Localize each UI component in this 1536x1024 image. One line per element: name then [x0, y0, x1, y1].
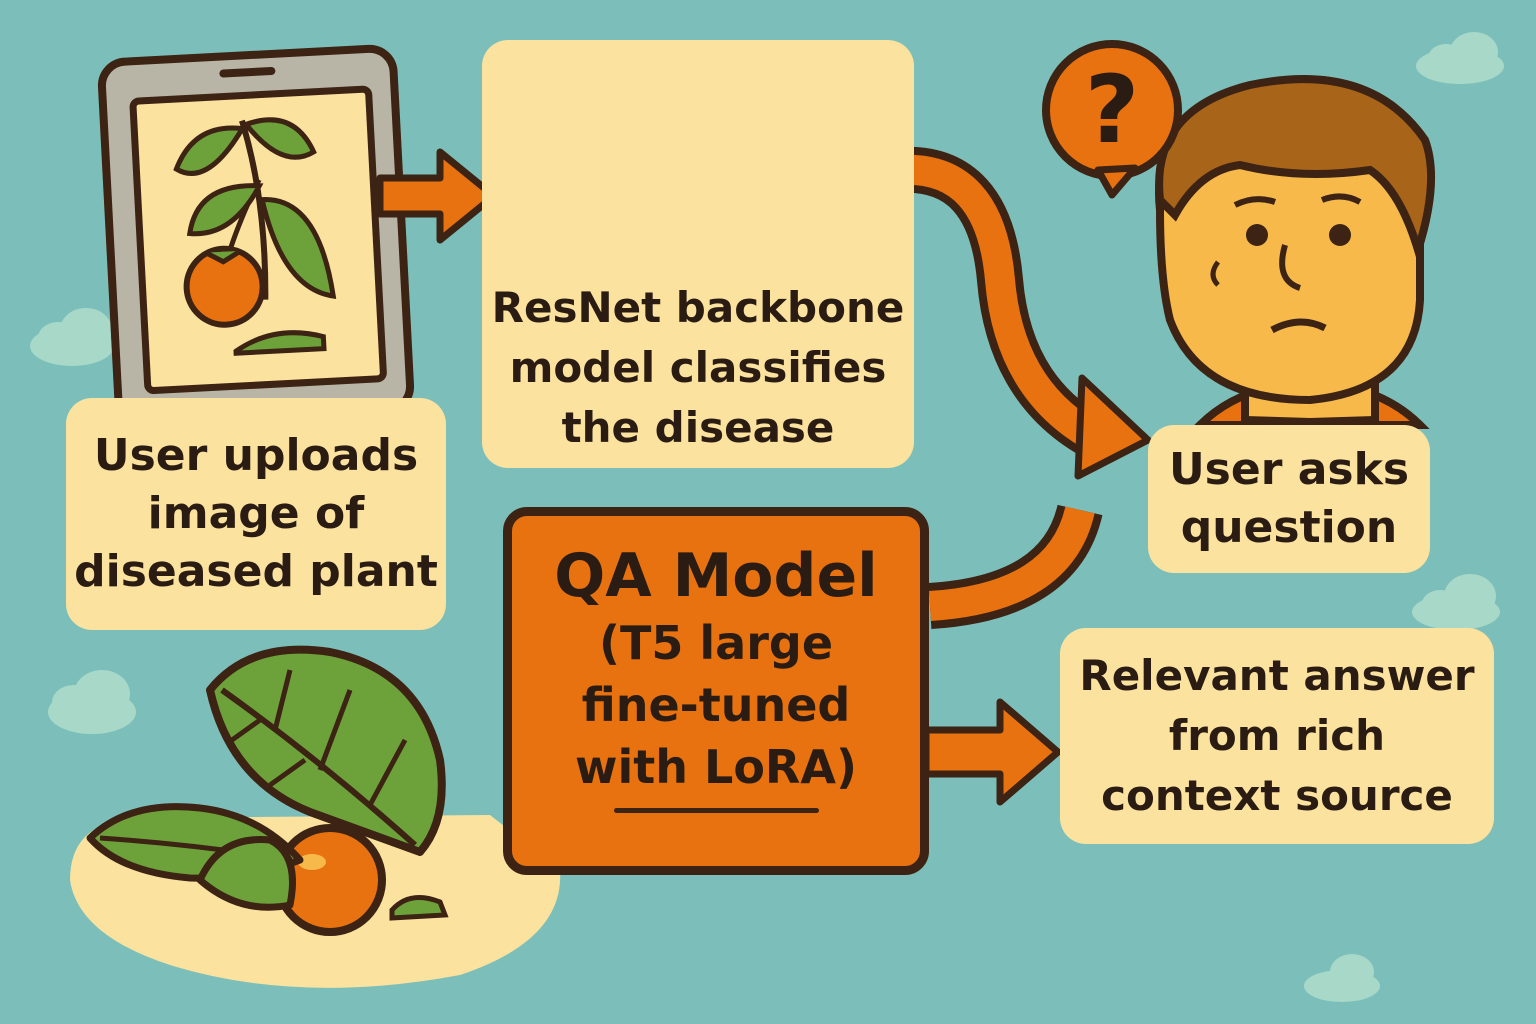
answer-step-line: context source	[1101, 771, 1453, 820]
resnet-step-line: model classifies	[509, 343, 887, 392]
cloud-icon	[1412, 574, 1500, 630]
tablet-icon	[97, 44, 415, 428]
leaf-icon	[206, 645, 446, 856]
upload-step-box: User uploads image of diseased plant	[66, 398, 446, 630]
ask-step-line: User asks	[1168, 444, 1410, 495]
plant-icon	[173, 117, 337, 356]
question-mark-icon: ?	[1085, 56, 1140, 165]
ask-step-box: User asks question	[1148, 425, 1430, 573]
qa-model-title: QA Model	[554, 541, 878, 611]
upload-step-line: image of	[147, 488, 365, 539]
question-bubble: ?	[1042, 40, 1182, 199]
cloud-icon	[48, 670, 136, 734]
cloud-icon	[30, 308, 114, 366]
answer-step-line: from rich	[1168, 711, 1386, 760]
qa-model-box: QA Model (T5 large fine-tuned with LoRA)	[503, 507, 929, 875]
qa-model-line: fine-tuned	[581, 678, 851, 732]
leaf-icon	[86, 803, 449, 921]
arrow-icon	[922, 698, 1062, 806]
ask-step-line: question	[1180, 502, 1398, 553]
confused-person-icon	[1155, 75, 1436, 429]
resnet-step-line: ResNet backbone	[491, 283, 905, 332]
answer-step-box: Relevant answer from rich context source	[1060, 628, 1494, 844]
resnet-step-box: ResNet backbone model classifies the dis…	[482, 40, 914, 468]
qa-model-detail: (T5 large fine-tuned with LoRA)	[575, 612, 857, 798]
answer-step-line: Relevant answer	[1079, 651, 1475, 700]
cloud-icon	[1304, 954, 1380, 1002]
arrow-icon	[376, 148, 498, 244]
qa-model-line: with LoRA)	[575, 740, 857, 794]
resnet-step-line: the disease	[561, 403, 835, 452]
qa-model-line: (T5 large	[598, 616, 834, 670]
qa-underline	[613, 808, 819, 813]
upload-step-line: User uploads	[93, 430, 419, 481]
cloud-icon	[1416, 32, 1504, 84]
upload-step-line: diseased plant	[74, 546, 438, 597]
